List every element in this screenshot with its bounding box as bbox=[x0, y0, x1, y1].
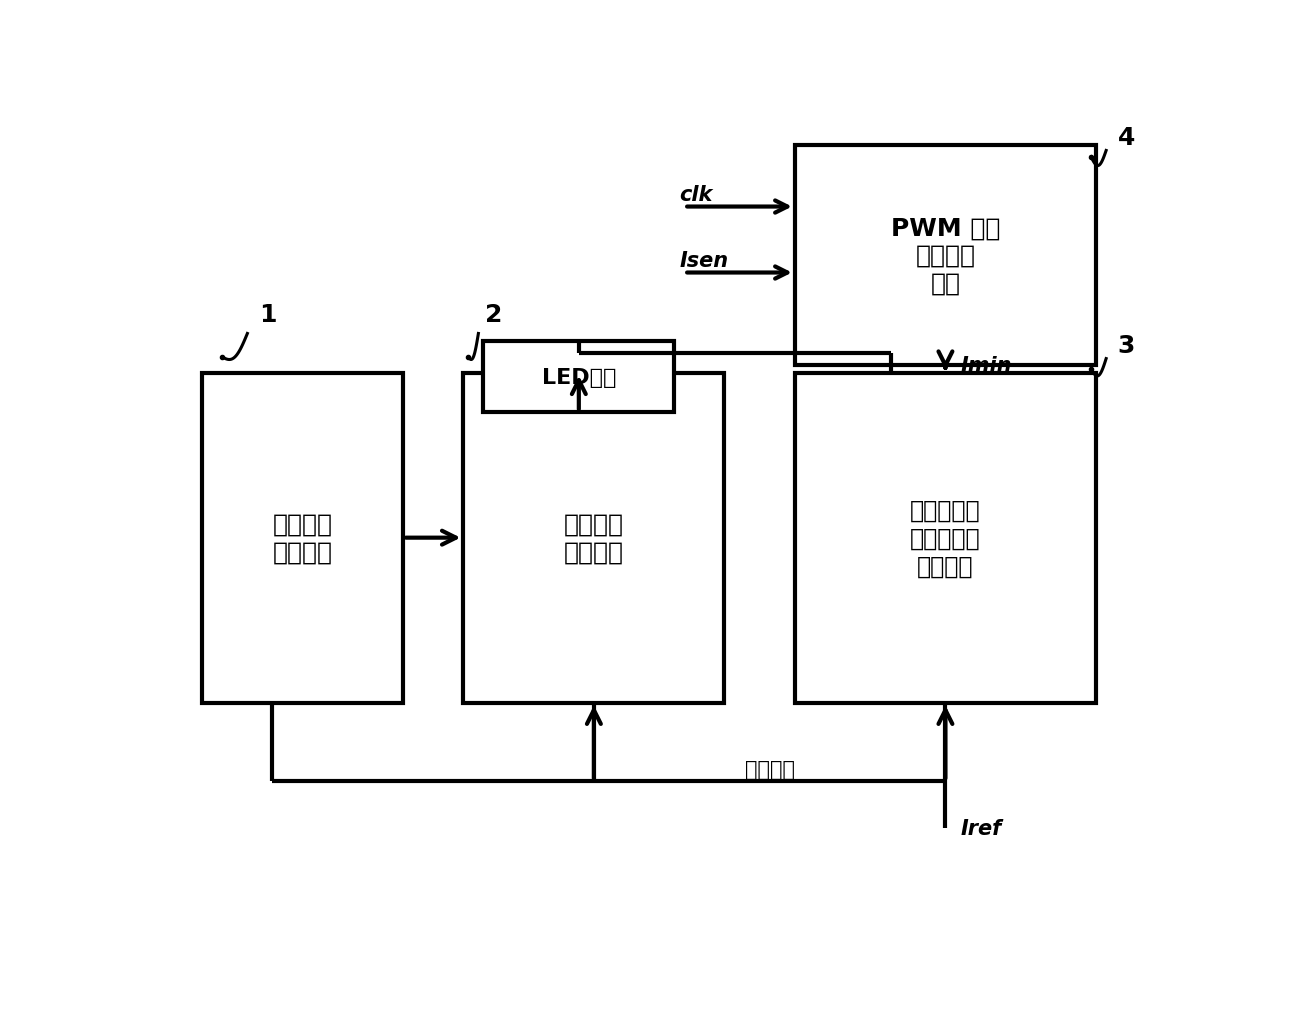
Text: clk: clk bbox=[679, 184, 713, 205]
Text: 2: 2 bbox=[485, 303, 502, 326]
Text: 输出电流
控制模块: 输出电流 控制模块 bbox=[564, 513, 623, 564]
Text: 3: 3 bbox=[1117, 334, 1135, 358]
FancyBboxPatch shape bbox=[483, 342, 674, 413]
FancyBboxPatch shape bbox=[464, 373, 724, 703]
Text: 4: 4 bbox=[1117, 126, 1135, 150]
Text: Iref: Iref bbox=[960, 818, 1002, 839]
FancyBboxPatch shape bbox=[794, 373, 1096, 703]
Text: 基准电流
产生模块: 基准电流 产生模块 bbox=[272, 513, 333, 564]
Text: 1: 1 bbox=[259, 303, 276, 326]
Text: 输出电流及
输出端电压
检测模块: 输出电流及 输出端电压 检测模块 bbox=[910, 498, 981, 578]
Text: LED灯串: LED灯串 bbox=[542, 367, 616, 387]
FancyBboxPatch shape bbox=[202, 373, 403, 703]
Text: PWM 控制
信号产生
模块: PWM 控制 信号产生 模块 bbox=[890, 216, 1001, 296]
Text: 灰度信号: 灰度信号 bbox=[745, 759, 794, 779]
Text: Isen: Isen bbox=[679, 251, 728, 271]
Text: Imin: Imin bbox=[960, 356, 1012, 376]
FancyBboxPatch shape bbox=[794, 146, 1096, 366]
